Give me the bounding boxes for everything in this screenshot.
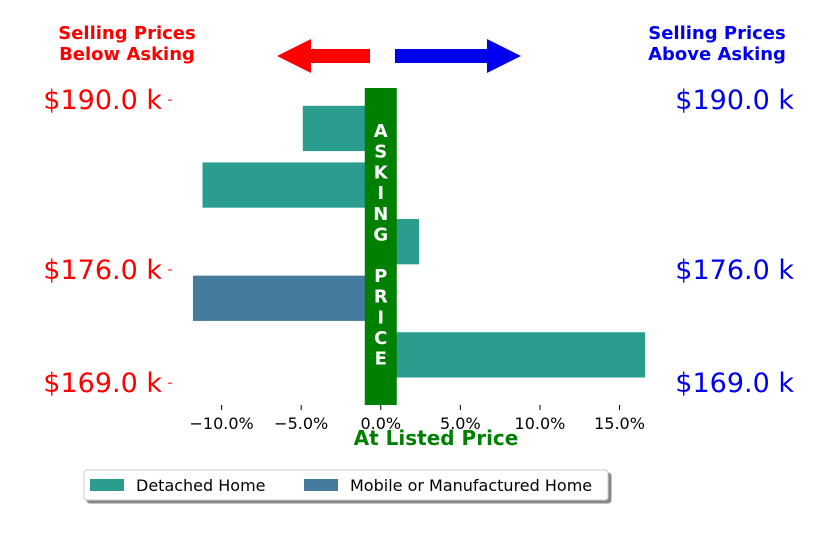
bar-row-1 (192, 275, 381, 321)
x-tick-label: 5.0% (440, 414, 481, 433)
price-label-right: $190.0 k (675, 85, 794, 116)
left-arrow-icon (277, 39, 370, 73)
asking-price-letter: S (374, 142, 387, 163)
price-labels: $190.0 k $190.0 k $176.0 k $176.0 k $169.0 k… (43, 85, 794, 399)
legend-label-mobile: Mobile or Manufactured Home (350, 476, 592, 495)
bars-layer (192, 105, 645, 378)
bar-row-0 (380, 332, 645, 378)
legend-swatch-mobile (304, 479, 338, 491)
x-tick-label: −10.0% (189, 414, 253, 433)
asking-price-letter: A (374, 121, 388, 142)
x-tick-label: 10.0% (515, 414, 566, 433)
header-right-line2: Above Asking (648, 44, 786, 65)
asking-price-letter: I (377, 183, 384, 204)
x-tick-label: 15.0% (594, 414, 645, 433)
asking-price-letter: G (373, 225, 388, 246)
asking-price-letter: K (374, 162, 389, 183)
price-label-left: $190.0 k (43, 85, 162, 116)
asking-price-letter: P (374, 266, 387, 287)
asking-price-letter: E (375, 349, 387, 370)
price-label-left: $169.0 k (43, 368, 162, 399)
asking-price-bar (364, 88, 397, 405)
asking-price-letter: N (373, 204, 388, 225)
x-tick-label: 0.0% (360, 414, 401, 433)
header-left-line2: Below Asking (59, 44, 195, 65)
legend: Detached Home Mobile or Manufactured Hom… (83, 469, 609, 501)
header-left-line1: Selling Prices (58, 23, 195, 44)
x-axis-label: At Listed Price (354, 426, 519, 450)
asking-price-letter: C (374, 328, 387, 349)
x-axis: −10.0% −5.0% 0.0% 5.0% 10.0% 15.0% (189, 405, 645, 433)
price-label-right: $176.0 k (675, 255, 794, 286)
asking-price-letter: R (374, 287, 388, 308)
right-arrow-icon (395, 39, 521, 73)
x-tick-label: −5.0% (274, 414, 328, 433)
legend-label-detached: Detached Home (136, 476, 266, 495)
legend-swatch-detached (90, 479, 124, 491)
bar-row-3 (202, 162, 381, 208)
price-label-left: $176.0 k (43, 255, 162, 286)
asking-price-letter: I (377, 307, 384, 328)
price-label-right: $169.0 k (675, 368, 794, 399)
header-right-line1: Selling Prices (648, 23, 785, 44)
